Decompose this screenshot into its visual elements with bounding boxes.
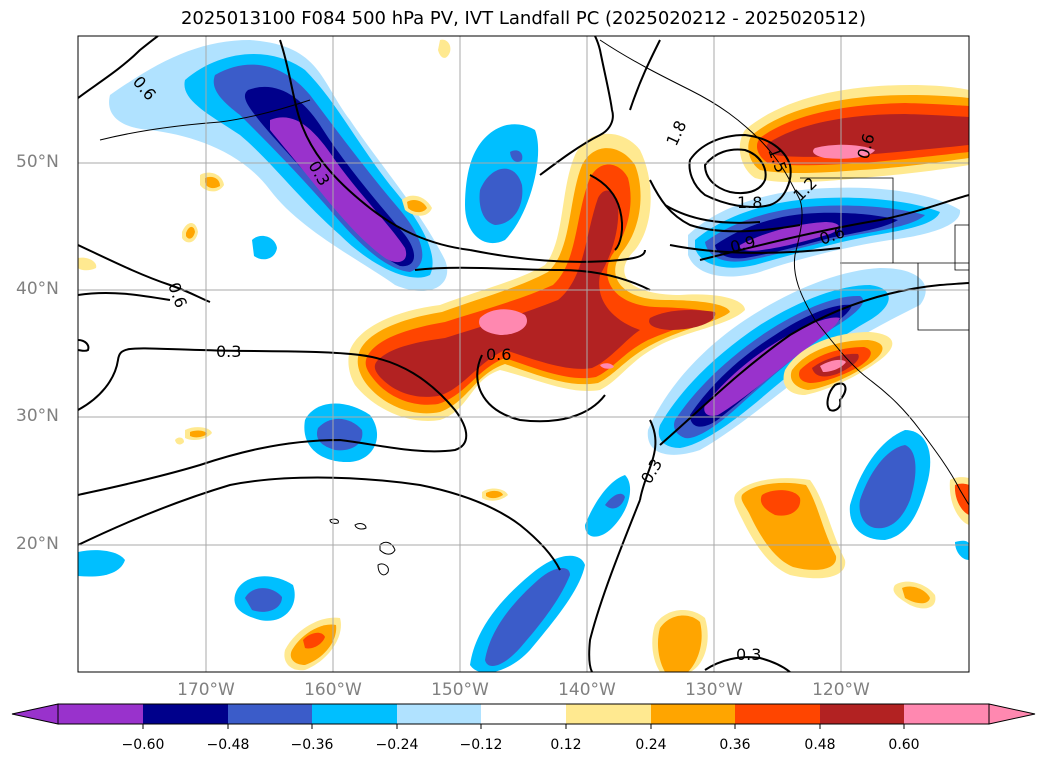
colorbar-tick-label: −0.36: [290, 737, 334, 753]
colorbar-tick-label: 0.48: [804, 737, 836, 753]
colorbar-low-extension: [11, 703, 59, 725]
contour-label: 1.8: [662, 118, 690, 149]
political-boundaries: [800, 177, 969, 331]
contour-label: 0.3: [736, 645, 761, 664]
contour-label: 0.6: [486, 345, 511, 364]
lat-label-50n: 50°N: [16, 152, 59, 172]
colorbar-tick-label: 0.24: [635, 737, 667, 753]
colorbar-tick-label: −0.12: [459, 737, 503, 753]
coastlines: [99, 39, 969, 576]
contour-label: 0.6: [164, 280, 191, 310]
positive-pv-anomalies: [78, 39, 969, 672]
map-gridlines: [78, 36, 969, 672]
colorbar-tick-label: 0.12: [550, 737, 582, 753]
map-plot-area: 0.6 0.3 0.6 0.3 0.6 1.8 1.5 1.2 1.8 0.9 …: [78, 36, 969, 672]
colorbar-tick-label: −0.60: [121, 737, 165, 753]
colorbar-tick-label: −0.24: [375, 737, 419, 753]
colorbar-tick-label: 0.60: [888, 737, 920, 753]
ivt-contours: [78, 36, 969, 672]
colorbar-tick-label: 0.36: [719, 737, 751, 753]
lon-label-170w: 170°W: [177, 680, 235, 700]
contour-label: 0.3: [216, 342, 241, 361]
lon-label-160w: 160°W: [304, 680, 362, 700]
lon-label-140w: 140°W: [558, 680, 616, 700]
contour-label: 1.8: [737, 193, 762, 212]
colorbar-high-extension: [988, 703, 1036, 725]
lat-label-20n: 20°N: [16, 534, 59, 554]
lat-label-30n: 30°N: [16, 406, 59, 426]
colorbar: [11, 703, 1036, 729]
map-title: 2025013100 F084 500 hPa PV, IVT Landfall…: [180, 8, 867, 29]
lat-label-40n: 40°N: [16, 279, 59, 299]
colorbar-tick-label: −0.48: [206, 737, 250, 753]
map-frame: [77, 35, 970, 673]
contour-label: 0.3: [637, 455, 666, 487]
lon-label-120w: 120°W: [812, 680, 870, 700]
lon-label-150w: 150°W: [431, 680, 489, 700]
negative-pv-anomalies: [78, 40, 969, 672]
lon-label-130w: 130°W: [685, 680, 743, 700]
